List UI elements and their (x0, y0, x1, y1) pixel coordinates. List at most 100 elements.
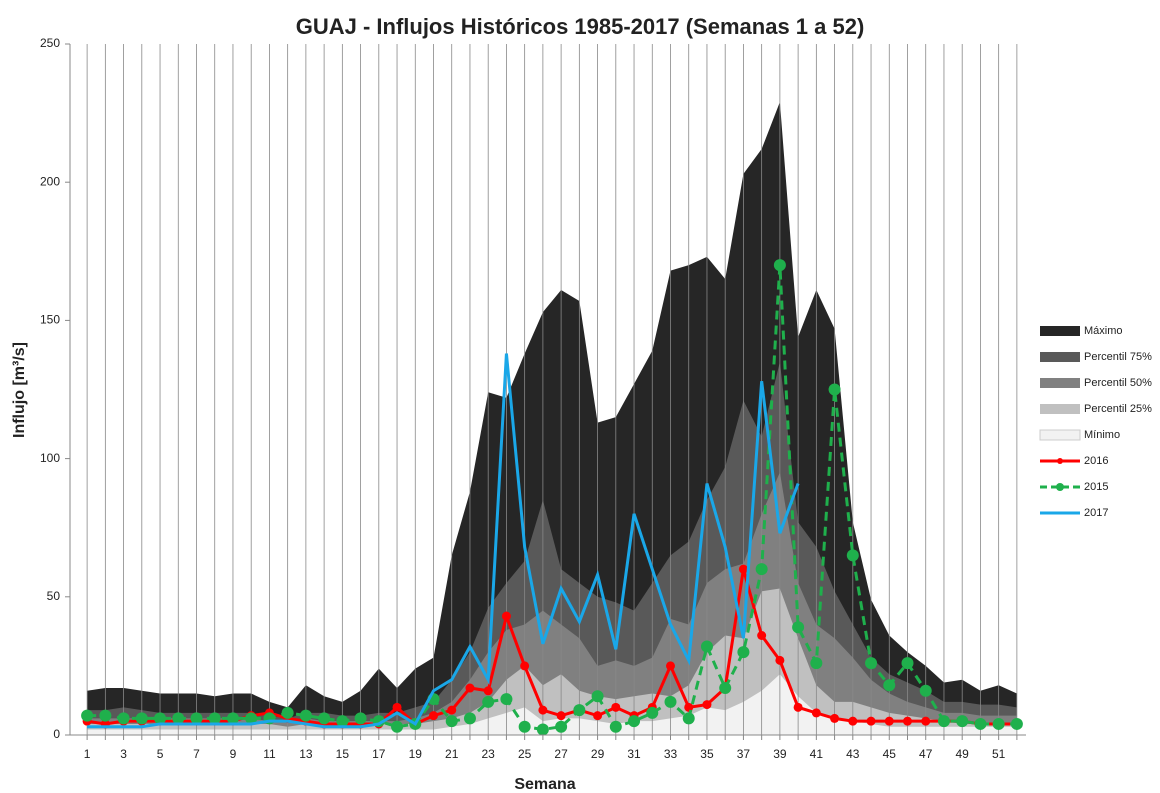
y-tick-label: 200 (40, 174, 60, 188)
marker (482, 695, 495, 708)
legend-marker (1056, 483, 1064, 491)
marker (682, 712, 695, 725)
x-tick-label: 33 (664, 747, 678, 761)
marker (628, 715, 641, 728)
legend-label: Percentil 75% (1084, 351, 1152, 363)
legend-label: Máximo (1084, 325, 1123, 337)
marker (555, 720, 568, 733)
marker (99, 709, 112, 722)
x-tick-label: 17 (372, 747, 386, 761)
marker (883, 679, 896, 692)
marker (318, 712, 331, 725)
marker (992, 717, 1005, 730)
marker (901, 657, 914, 670)
marker (974, 717, 987, 730)
marker (501, 611, 511, 621)
x-tick-label: 27 (554, 747, 568, 761)
marker (792, 621, 805, 634)
marker (573, 704, 586, 717)
legend-swatch (1040, 352, 1080, 362)
marker (700, 640, 713, 653)
x-tick-label: 19 (409, 747, 423, 761)
marker (447, 705, 457, 715)
marker (775, 655, 785, 665)
marker (666, 661, 675, 671)
marker (463, 712, 476, 725)
marker (919, 684, 932, 697)
marker (354, 712, 367, 725)
marker (773, 259, 786, 272)
marker (884, 716, 894, 726)
x-tick-label: 9 (230, 747, 237, 761)
legend-label: 2015 (1084, 481, 1108, 493)
legend-label: Percentil 25% (1084, 403, 1152, 415)
marker (956, 715, 969, 728)
x-tick-label: 43 (846, 747, 860, 761)
x-tick-label: 11 (263, 747, 276, 761)
legend-marker (1057, 458, 1063, 464)
marker (154, 712, 167, 725)
x-tick-label: 51 (992, 747, 1006, 761)
line (87, 353, 800, 729)
legend-label: 2017 (1084, 507, 1108, 519)
y-tick-label: 100 (40, 451, 60, 465)
marker (226, 712, 239, 725)
x-tick-label: 39 (773, 747, 787, 761)
x-tick-label: 7 (193, 747, 200, 761)
legend-swatch (1039, 429, 1081, 441)
marker (664, 695, 677, 708)
marker (611, 702, 621, 712)
marker (245, 712, 258, 725)
marker (556, 711, 566, 721)
marker (937, 715, 950, 728)
legend-label: Percentil 50% (1084, 377, 1152, 389)
marker (591, 690, 604, 703)
marker (538, 705, 548, 715)
legend-label: 2016 (1084, 455, 1108, 467)
marker (483, 686, 493, 696)
x-tick-label: 1 (84, 747, 91, 761)
marker (336, 715, 349, 728)
marker (830, 713, 840, 723)
marker (702, 700, 712, 710)
marker (135, 712, 148, 725)
x-tick-label: 47 (919, 747, 933, 761)
marker (536, 723, 549, 736)
marker (1010, 717, 1023, 730)
marker (500, 693, 513, 706)
x-tick-label: 29 (591, 747, 605, 761)
marker (646, 706, 659, 719)
marker (520, 661, 530, 671)
marker (299, 709, 312, 722)
marker (281, 706, 294, 719)
marker (465, 683, 475, 693)
x-tick-label: 3 (120, 747, 127, 761)
marker (866, 716, 876, 726)
marker (391, 720, 404, 733)
marker (190, 712, 203, 725)
area (87, 674, 1017, 735)
marker (593, 711, 603, 721)
marker (865, 657, 878, 670)
y-tick-label: 50 (47, 589, 61, 603)
legend-label: Mínimo (1084, 429, 1120, 441)
marker (811, 708, 821, 718)
marker (208, 712, 221, 725)
marker (719, 682, 732, 695)
x-tick-label: 13 (299, 747, 313, 761)
legend-swatch (1040, 404, 1080, 414)
marker (757, 630, 767, 640)
legend-swatch (1040, 378, 1080, 388)
y-tick-label: 250 (40, 36, 60, 50)
legend-swatch (1040, 326, 1080, 336)
chart-title: GUAJ - Influjos Históricos 1985-2017 (Se… (296, 14, 865, 39)
marker (846, 549, 859, 562)
marker (429, 711, 438, 721)
marker (172, 712, 185, 725)
marker (903, 716, 912, 726)
x-tick-label: 21 (445, 747, 459, 761)
marker (684, 702, 694, 712)
marker (738, 564, 748, 574)
marker (793, 702, 803, 712)
